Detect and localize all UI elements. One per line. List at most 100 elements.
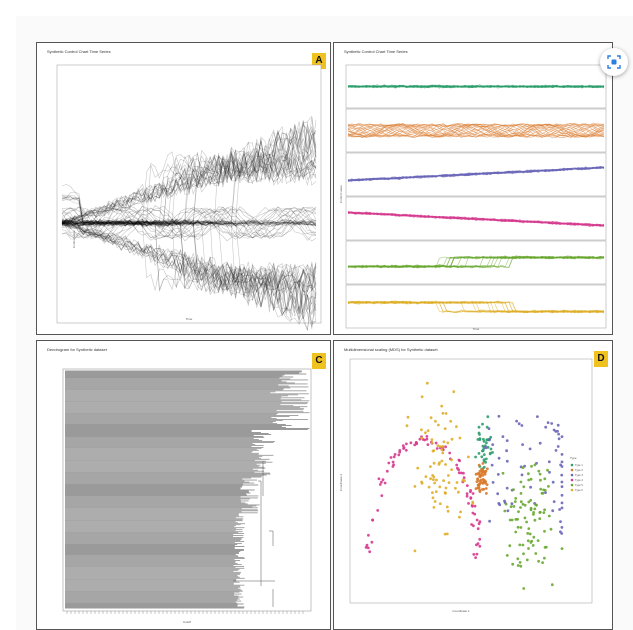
scatter-point [516,525,520,529]
scatter-point [488,519,491,523]
scatter-point [458,459,461,463]
series-line [61,223,317,320]
scatter-point [445,505,449,509]
scatter-point [458,515,461,519]
scatter-point [478,490,482,493]
scatter-point [442,479,445,482]
facet-line [347,122,605,138]
scatter-point [455,425,458,428]
series-line [61,220,317,328]
x-axis-label: Time [186,317,193,321]
scatter-point [380,480,383,484]
scan-button[interactable] [600,48,628,76]
series-line [61,119,317,223]
scatter-point [478,474,482,478]
scatter-point [543,508,546,512]
y-axis-label: Coordinate 2 [339,473,343,491]
scatter-point [383,481,387,485]
scatter-point [539,478,542,482]
series-line [61,217,317,227]
panel-c-chart: Cutoff [62,368,312,624]
scatter-point [447,474,450,477]
series-line [61,221,317,332]
scatter-point [427,485,431,489]
scatter-point [496,473,500,476]
scatter-point [463,479,466,483]
series-line [61,218,317,228]
series-line [61,207,317,239]
scatter-point [365,543,369,547]
scatter-point [529,485,532,489]
series-line [61,219,317,293]
scatter-point [435,478,438,482]
scatter-point [526,539,530,543]
scatter-point [538,472,542,476]
scatter-point [488,438,491,442]
scatter-point [548,470,551,474]
legend-label: Type 4 [575,478,583,482]
scatter-point [487,427,491,430]
legend-marker [570,463,574,467]
scatter-point [438,502,442,506]
panel-d-badge: D [594,351,608,367]
legend-marker [570,478,574,482]
scatter-series-3 [483,414,564,535]
scatter-point [556,429,559,433]
scatter-point [402,446,406,450]
scatter-point [472,553,476,556]
scatter-point [489,435,493,439]
facet-line [347,300,605,314]
scatter-point [523,503,527,507]
series-line [61,217,317,227]
scatter-series-6 [405,381,475,553]
scatter-point [440,448,444,452]
legend-label: Type 2 [575,468,583,472]
scatter-point [512,488,515,491]
scatter-point [443,491,447,495]
scatter-point [503,509,507,513]
panel-b-title: Synthetic Control Chart Time Series [344,49,408,54]
scatter-point [431,491,434,494]
scatter-point [505,459,509,463]
scatter-point [503,499,506,503]
scatter-point [504,502,508,506]
facet-line [347,123,605,138]
series-line [61,155,317,227]
series-line [61,218,317,296]
series-line [61,151,317,227]
scatter-point [560,493,564,497]
series-line [61,121,317,223]
scatter-point [525,558,529,562]
series-line [61,184,317,241]
scatter-point [438,445,442,448]
scatter-point [459,471,463,475]
series-line [61,206,317,239]
scatter-point [477,522,481,526]
scatter-point [547,460,551,464]
scatter-point [471,500,475,504]
series-line [61,219,317,228]
scatter-point [544,491,547,494]
panel-c: Dendrogram for Synthetic dataset C Cutof… [36,340,331,630]
scatter-series-2 [474,462,489,495]
scatter-point [401,444,405,448]
scatter-point [480,471,484,475]
facet-line [347,255,605,268]
scatter-point [481,422,484,426]
series-line [61,127,317,224]
scatter-point [522,485,526,489]
scatter-point [514,497,518,500]
scatter-point [560,485,564,488]
scatter-point [426,429,430,433]
series-line [61,219,317,293]
scatter-point [505,449,508,453]
scatter-point [467,455,470,459]
scatter-point [536,415,539,418]
scatter-point [424,475,428,478]
scatter-point [505,554,509,557]
scatter-point [560,435,564,438]
legend-marker [570,483,574,487]
scatter-point [482,465,486,469]
scatter-point [509,505,513,508]
series-line [61,127,317,225]
